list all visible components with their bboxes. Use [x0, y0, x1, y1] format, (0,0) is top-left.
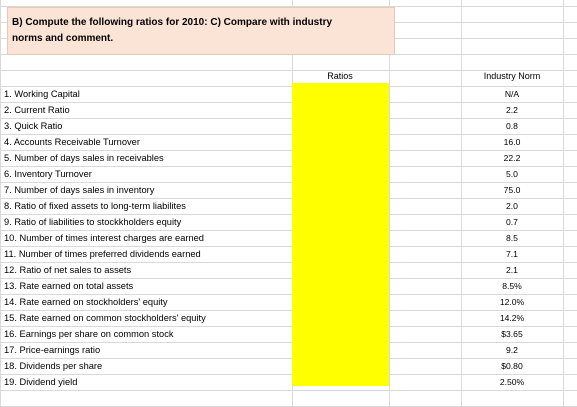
industry-norm-cell[interactable]: 8.5% [502, 281, 522, 291]
ratio-item-cell[interactable]: 11. Number of times preferred dividends … [4, 249, 201, 259]
industry-norm-cell[interactable]: 2.2 [506, 105, 518, 115]
ratio-item-cell[interactable]: 13. Rate earned on total assets [4, 281, 134, 291]
column-gridline [389, 0, 390, 407]
ratio-item-cell[interactable]: 14. Rate earned on stockholders' equity [4, 297, 168, 307]
industry-norm-cell[interactable]: 2.1 [506, 265, 518, 275]
ratio-item-cell[interactable]: 10. Number of times interest charges are… [4, 233, 204, 243]
column-gridline [0, 0, 1, 407]
industry-norm-column-header[interactable]: Industry Norm [483, 71, 541, 81]
industry-norm-cell[interactable]: 22.2 [503, 153, 521, 163]
ratio-item-cell[interactable]: 15. Rate earned on common stockholders' … [4, 313, 206, 323]
ratios-answer-cells[interactable] [292, 83, 389, 386]
column-gridline [461, 0, 462, 407]
ratio-item-cell[interactable]: 8. Ratio of fixed assets to long-term li… [4, 201, 186, 211]
ratio-item-cell[interactable]: 6. Inventory Turnover [4, 169, 92, 179]
industry-norm-cell[interactable]: 2.50% [499, 377, 525, 387]
ratio-items-list: 1. Working Capital 2. Current Ratio 3. Qui… [0, 86, 292, 390]
industry-norm-cell[interactable]: N/A [504, 89, 520, 99]
ratio-item-cell[interactable]: 1. Working Capital [4, 89, 80, 99]
ratio-item-cell[interactable]: 9. Ratio of liabilities to stockkholders… [4, 217, 182, 227]
question-text-box[interactable]: B) Compute the following ratios for 2010… [7, 7, 395, 55]
ratio-item-cell[interactable]: 4. Accounts Receivable Turnover [4, 137, 140, 147]
ratio-item-cell[interactable]: 16. Earnings per share on common stock [4, 329, 174, 339]
industry-norm-cell[interactable]: 0.7 [506, 217, 518, 227]
ratio-item-cell[interactable]: 18. Dividends per share [4, 361, 103, 371]
industry-norm-cell[interactable]: 75.0 [503, 185, 521, 195]
question-line-1: B) Compute the following ratios for 2010… [12, 17, 333, 28]
ratios-column-header[interactable]: Ratios [327, 71, 353, 81]
ratio-item-cell[interactable]: 5. Number of days sales in receivables [4, 153, 164, 163]
industry-norms-list: N/A 2.2 0.8 16.0 22.2 5.0 75.0 2.0 0.7 8.5 7.1 2.1 8… [462, 86, 562, 390]
industry-norm-cell[interactable]: $3.65 [501, 329, 523, 339]
industry-norm-cell[interactable]: 9.2 [506, 345, 518, 355]
industry-norm-cell[interactable]: 5.0 [506, 169, 518, 179]
industry-norm-cell[interactable]: $0.80 [501, 361, 523, 371]
ratio-item-cell[interactable]: 12. Ratio of net sales to assets [4, 265, 132, 275]
question-line-2: norms and comment. [12, 33, 114, 44]
industry-norm-cell[interactable]: 12.0% [499, 297, 525, 307]
ratio-item-cell[interactable]: 2. Current Ratio [4, 105, 70, 115]
industry-norm-cell[interactable]: 2.0 [506, 201, 518, 211]
ratio-item-cell[interactable]: 17. Price-earnings ratio [4, 345, 101, 355]
ratio-item-cell[interactable]: 19. Dividend yield [4, 377, 78, 387]
column-gridline [563, 0, 564, 407]
industry-norm-cell[interactable]: 14.2% [499, 313, 525, 323]
industry-norm-cell[interactable]: 0.8 [506, 121, 518, 131]
ratio-item-cell[interactable]: 7. Number of days sales in inventory [4, 185, 155, 195]
industry-norm-cell[interactable]: 8.5 [506, 233, 518, 243]
ratio-item-cell[interactable]: 3. Quick Ratio [4, 121, 63, 131]
industry-norm-cell[interactable]: 16.0 [503, 137, 521, 147]
industry-norm-cell[interactable]: 7.1 [506, 249, 518, 259]
